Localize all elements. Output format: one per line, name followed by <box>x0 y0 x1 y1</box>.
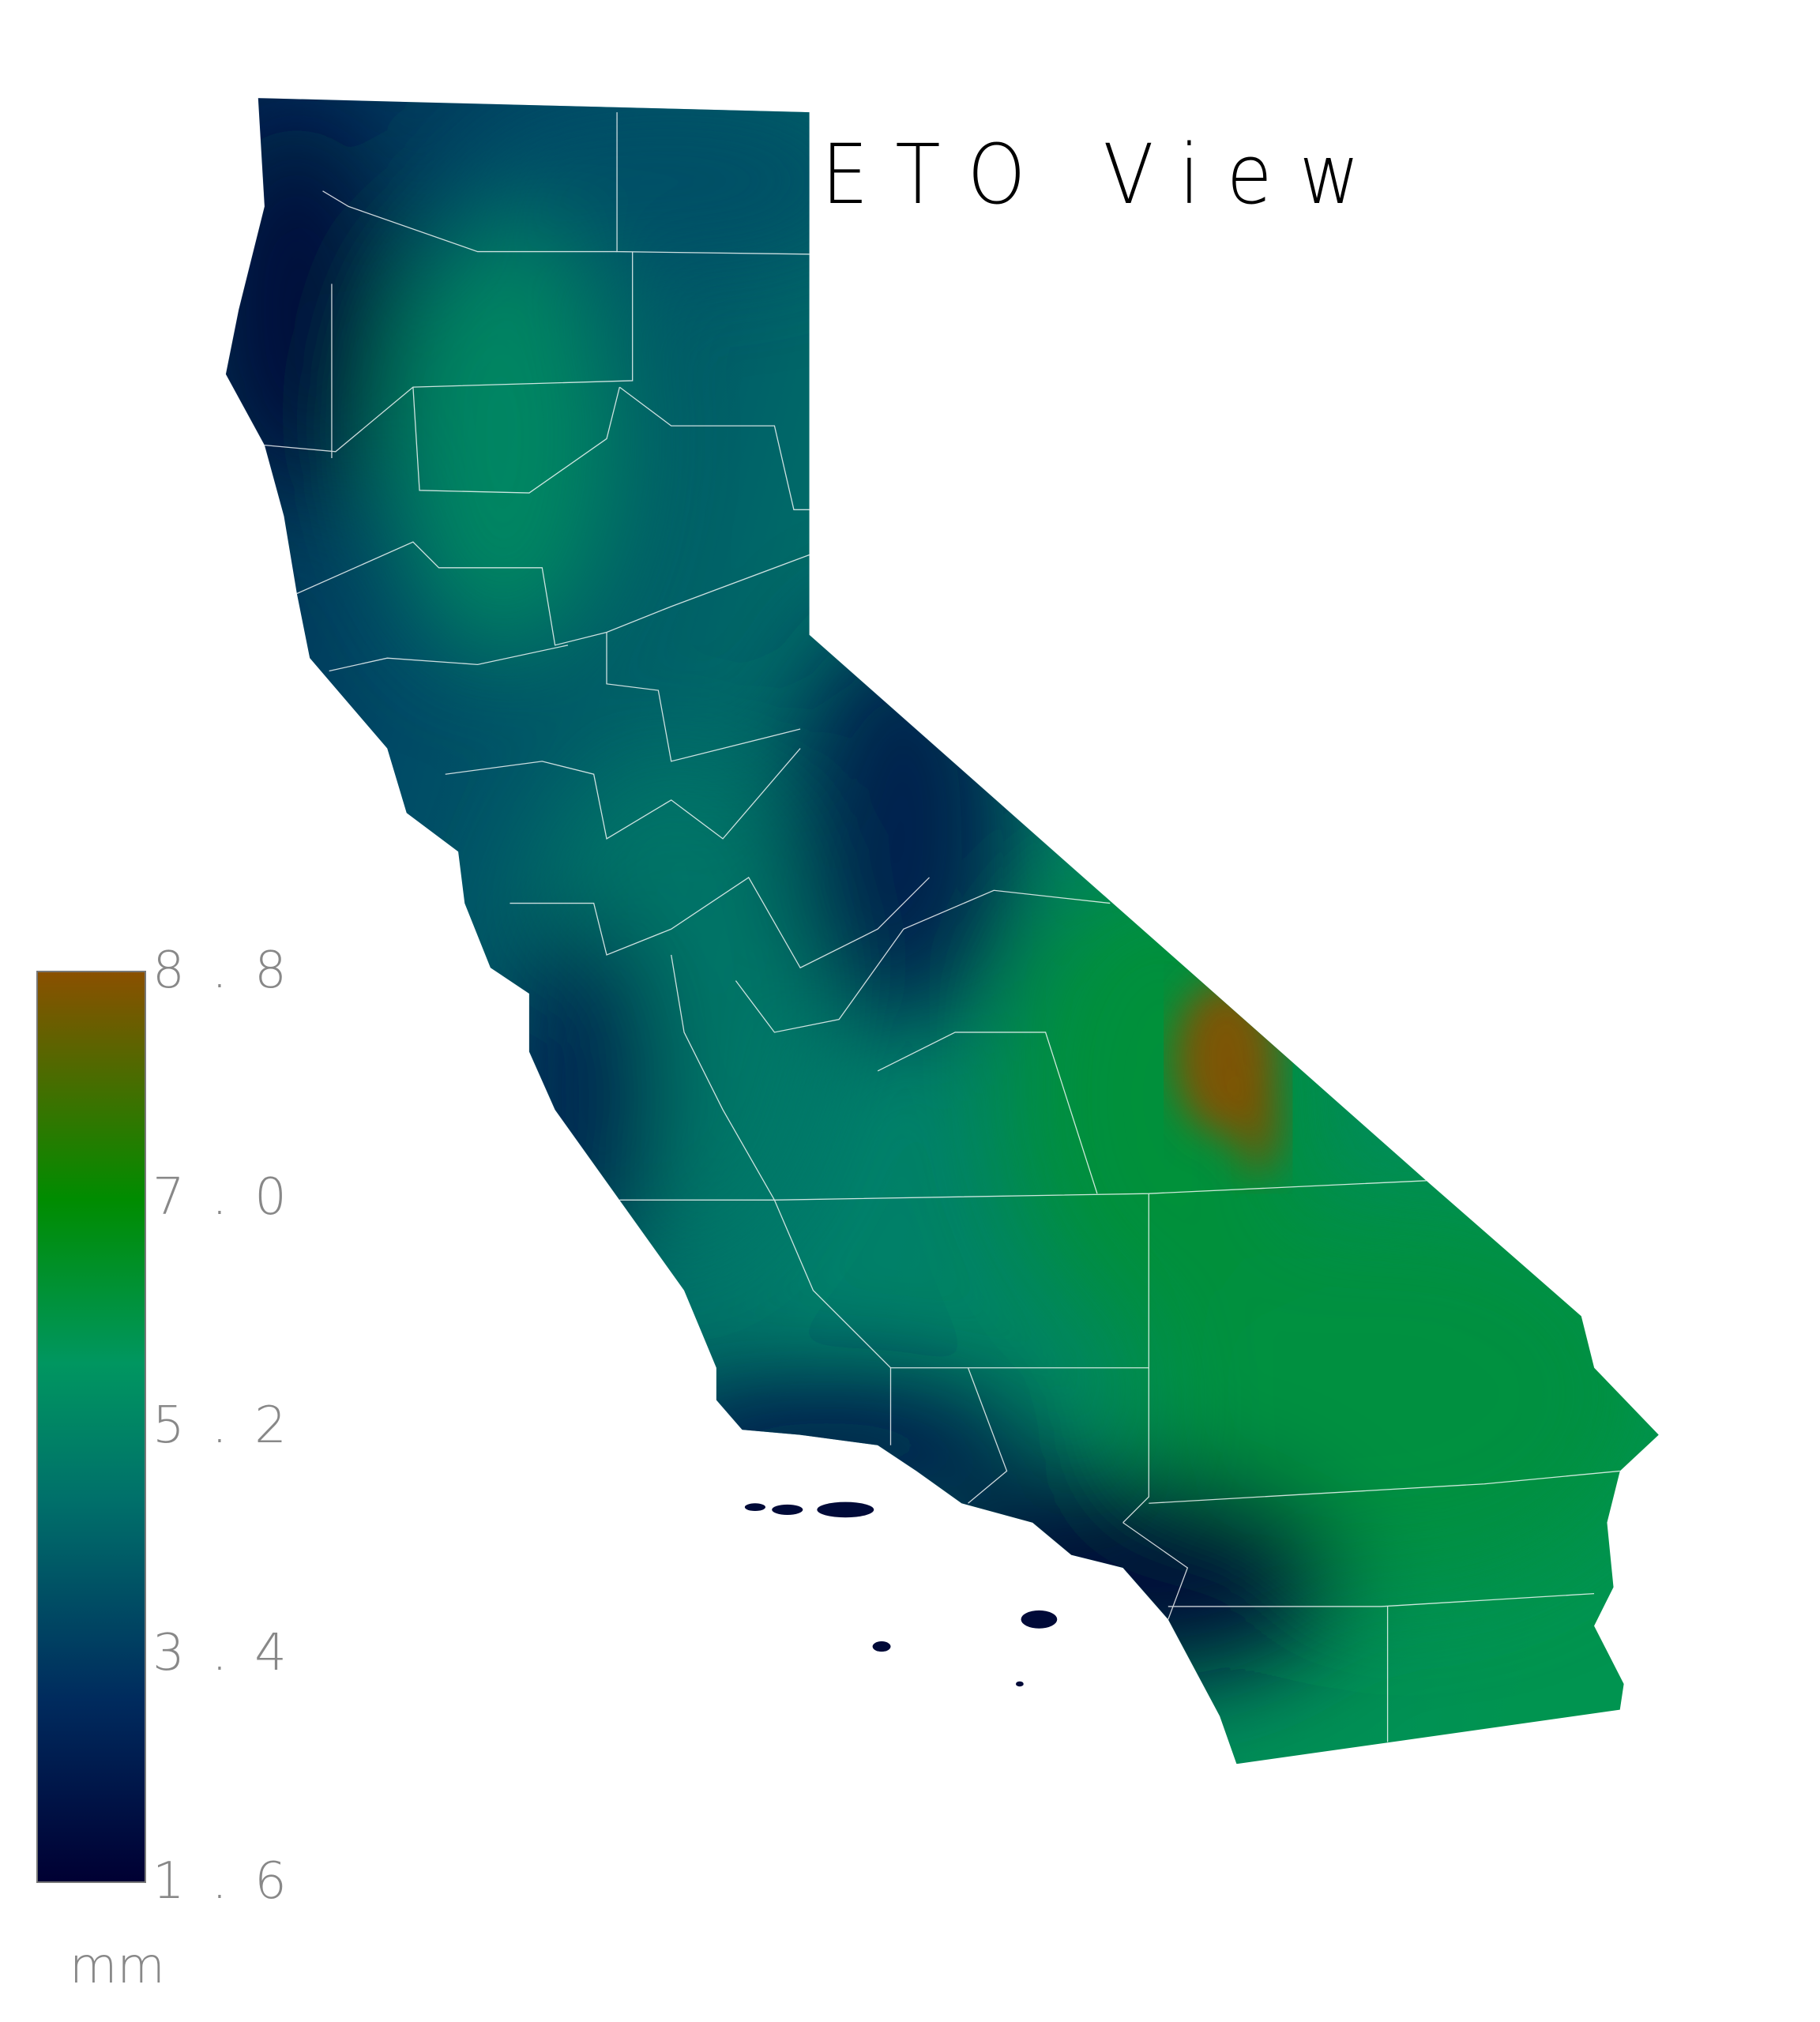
channel-islands <box>744 1501 1058 1687</box>
map-title: ETO View <box>822 126 1387 223</box>
legend-tick: 5.2 <box>152 1396 314 1455</box>
county-boundaries <box>264 112 1620 1742</box>
legend-tick-max: 8.8 <box>152 941 314 1000</box>
legend-tick-min: 1.6 <box>152 1852 314 1911</box>
color-scale-bar <box>36 971 146 1883</box>
legend-tick: 7.0 <box>152 1168 314 1227</box>
legend-tick: 3.4 <box>152 1624 314 1682</box>
legend-unit: mm <box>70 1937 165 1994</box>
